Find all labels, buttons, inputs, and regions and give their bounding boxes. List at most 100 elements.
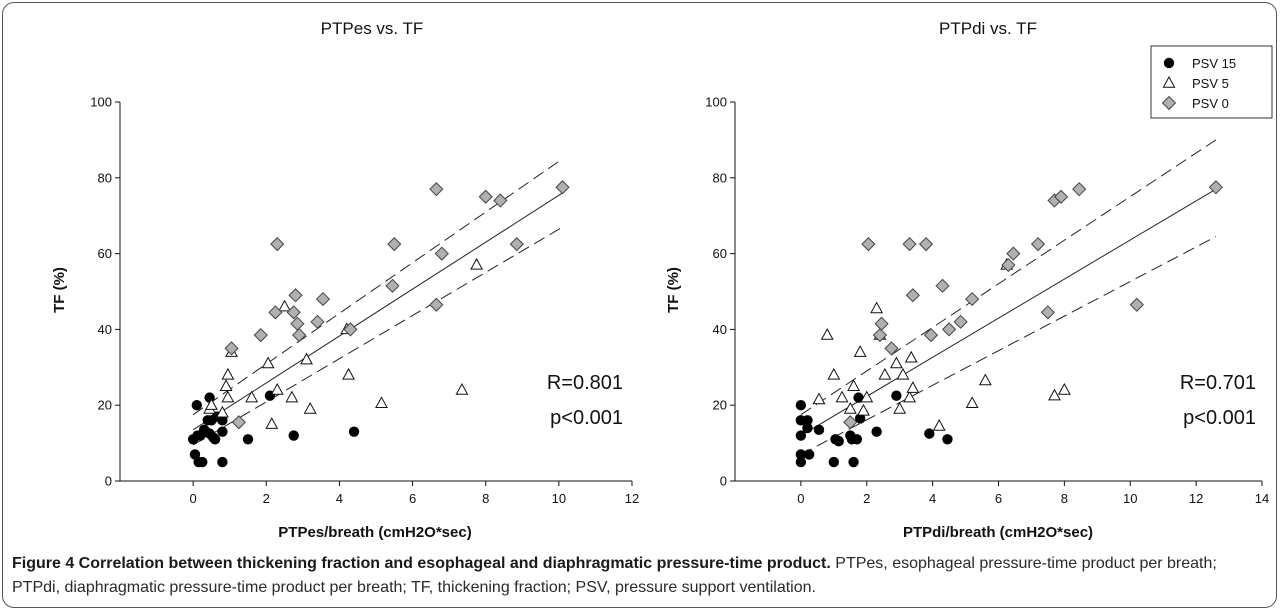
x-tick-label: 0: [190, 491, 197, 506]
data-point: [835, 390, 849, 403]
chart-title: PTPdi vs. TF: [939, 19, 1037, 38]
y-tick-label: 100: [705, 95, 727, 110]
data-point: [1048, 388, 1061, 401]
data-point: [1030, 237, 1046, 252]
data-point: [906, 381, 920, 393]
data-point: [268, 305, 283, 320]
data-point: [884, 341, 899, 356]
data-point: [217, 456, 228, 468]
data-point: [795, 400, 807, 411]
data-point: [870, 301, 884, 314]
regression-line: [800, 188, 1217, 436]
caption-text: PTPes, esophageal pressure-time product …: [12, 555, 1217, 596]
p-value-label: p<0.001: [1183, 407, 1256, 429]
data-point: [217, 415, 228, 426]
data-point: [941, 322, 957, 337]
data-point: [802, 415, 813, 426]
data-point: [231, 415, 246, 430]
data-point: [286, 305, 301, 320]
data-point: [387, 237, 402, 252]
data-point: [854, 413, 866, 424]
data-point: [965, 396, 979, 409]
figure-caption: Figure 4 Correlation between thickening …: [12, 552, 1267, 600]
x-tick-label: 8: [1061, 491, 1068, 506]
data-point: [872, 327, 888, 343]
data-point: [903, 390, 917, 403]
data-point: [245, 390, 259, 403]
data-point: [555, 180, 570, 195]
data-point: [493, 193, 508, 208]
data-point: [965, 291, 980, 307]
legend-marker-psv-5: [1162, 75, 1176, 88]
data-point: [795, 456, 807, 468]
data-point: [833, 436, 844, 447]
confidence-lower-line: [800, 236, 1217, 455]
data-point: [851, 434, 863, 445]
legend-label-psv-5: PSV 5: [1192, 76, 1229, 91]
y-tick-label: 40: [98, 322, 112, 337]
data-point: [905, 288, 920, 303]
data-point: [315, 291, 331, 307]
caption-title: Figure 4 Correlation between thickening …: [12, 555, 831, 572]
series-psv-5: [812, 257, 1071, 431]
series-psv-15: [187, 390, 360, 468]
data-point: [853, 345, 867, 357]
y-tick-label: 20: [98, 398, 112, 413]
data-point: [455, 383, 469, 395]
data-point: [896, 367, 910, 380]
x-tick-label: 6: [409, 491, 416, 506]
data-point: [1001, 257, 1016, 273]
data-point: [224, 341, 239, 356]
data-point: [889, 356, 903, 369]
data-point: [902, 237, 917, 252]
data-point: [860, 390, 874, 403]
x-tick-label: 2: [863, 491, 870, 506]
data-point: [217, 426, 228, 437]
data-point: [261, 356, 275, 369]
y-tick-label: 80: [98, 170, 112, 185]
data-point: [942, 434, 953, 445]
data-point: [828, 456, 840, 468]
y-tick-label: 100: [90, 95, 112, 110]
data-point: [288, 430, 299, 441]
data-point: [1072, 182, 1087, 197]
data-point: [470, 257, 484, 270]
data-point: [478, 189, 493, 204]
data-point: [288, 288, 303, 303]
data-point: [861, 237, 876, 252]
y-tick-label: 60: [713, 246, 727, 261]
x-tick-label: 12: [625, 491, 639, 506]
data-point: [191, 400, 202, 411]
data-point: [265, 417, 279, 429]
chart-ptpes-vs-tf: PTPes vs. TF 0 20 40 60 80 100 0 2 4 6 8 10 12 PTPes/b…: [51, 19, 639, 541]
data-point: [1057, 383, 1071, 395]
x-tick-label: 12: [1189, 491, 1203, 506]
x-tick-label: 10: [552, 491, 566, 506]
data-point: [795, 449, 807, 460]
data-point: [221, 367, 235, 380]
x-tick-label: 2: [263, 491, 270, 506]
data-point: [1208, 180, 1223, 195]
x-tick-label: 0: [797, 491, 804, 506]
p-value-label: p<0.001: [550, 407, 623, 429]
data-point: [300, 352, 313, 365]
data-point: [292, 327, 307, 343]
data-point: [285, 390, 299, 403]
data-point: [219, 379, 233, 391]
data-point: [509, 237, 524, 252]
data-point: [348, 426, 360, 437]
x-tick-label: 4: [929, 491, 936, 506]
data-point: [343, 322, 358, 337]
chart-ptpdi-vs-tf: PTPdi vs. TF 0 20 40 60 80 100 0 2 4 6 8 10 12 14 PTPdi…: [665, 19, 1269, 541]
data-point: [978, 373, 992, 386]
series-psv-0: [224, 180, 570, 430]
y-tick-label: 80: [713, 170, 727, 185]
legend-label-psv-15: PSV 15: [1192, 56, 1236, 71]
y-tick-label: 0: [105, 474, 112, 489]
data-point: [1053, 189, 1069, 204]
data-point: [1006, 246, 1021, 261]
data-point: [434, 246, 449, 261]
data-point: [857, 403, 870, 416]
